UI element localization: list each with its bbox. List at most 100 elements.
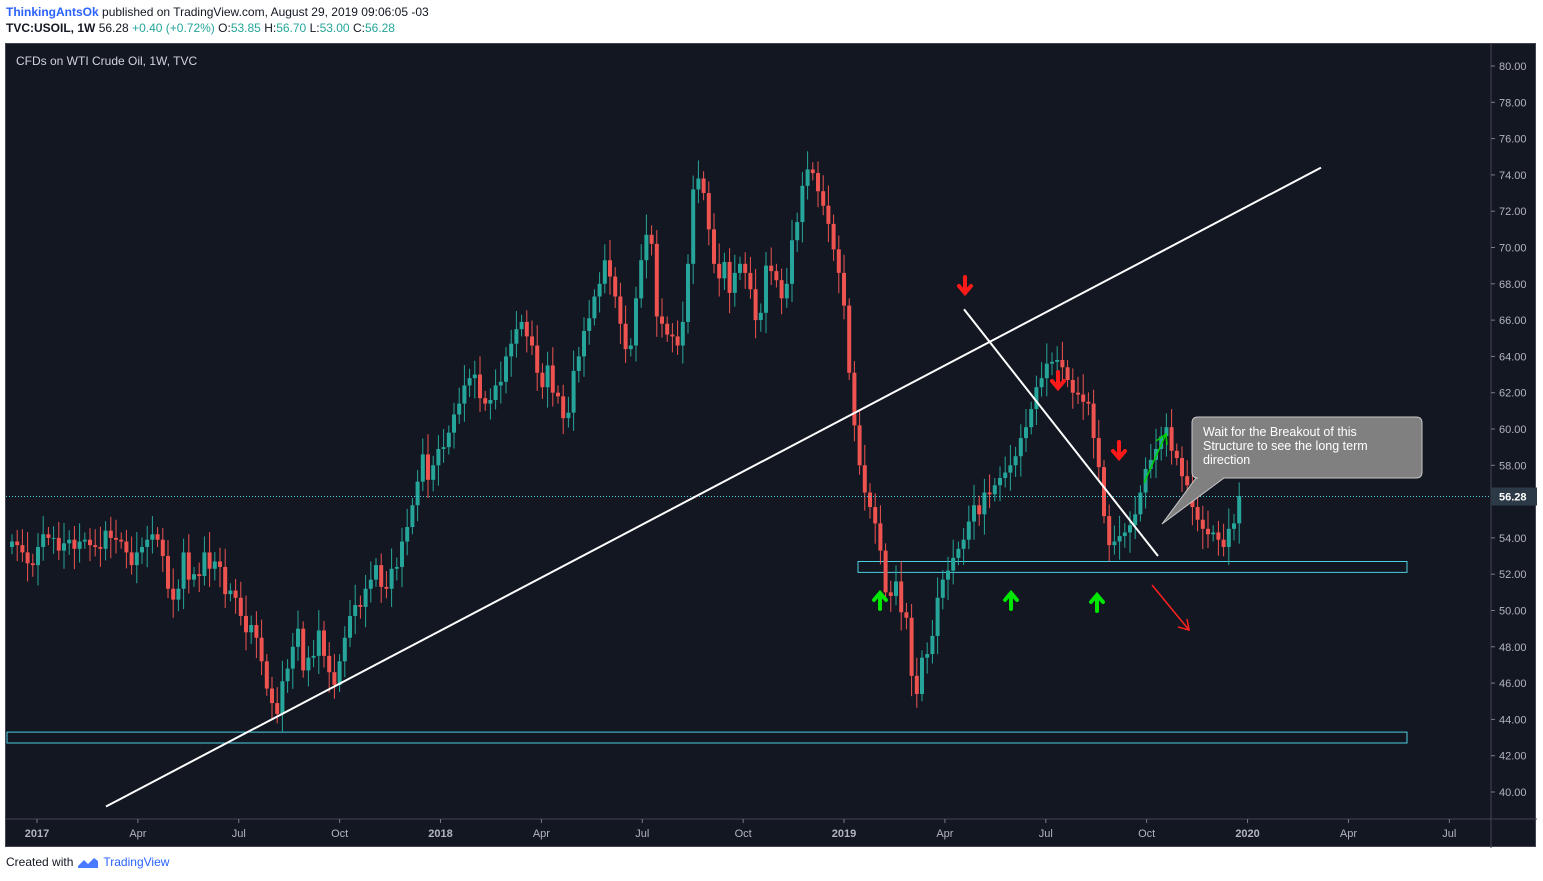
candle-body xyxy=(129,552,134,566)
candle-body xyxy=(784,283,789,299)
candle-body xyxy=(254,625,259,638)
candle-body xyxy=(103,530,108,549)
candle-body xyxy=(88,539,92,546)
tradingview-brand[interactable]: TradingView xyxy=(103,855,170,869)
candle-body xyxy=(311,655,316,658)
candle-body xyxy=(322,630,326,656)
candle-body xyxy=(966,521,971,540)
candle-body xyxy=(1159,436,1164,449)
candle-body xyxy=(504,356,508,382)
candle-body xyxy=(56,537,61,551)
close-value: 56.28 xyxy=(364,21,395,35)
candle-body xyxy=(1039,378,1044,388)
candle-body xyxy=(868,492,872,508)
candle-body xyxy=(379,565,384,587)
candle-body xyxy=(431,465,436,480)
candle-body xyxy=(192,574,196,580)
candle-body xyxy=(1221,539,1226,547)
candle-body xyxy=(1060,360,1065,368)
published-text: published on TradingView.com, August 29,… xyxy=(102,5,429,19)
candle-body xyxy=(82,539,87,542)
candle-body xyxy=(1206,528,1210,535)
x-tick-label: Apr xyxy=(533,828,550,840)
red-down-arrow-icon xyxy=(1111,440,1127,462)
candle-body xyxy=(826,205,831,224)
x-tick-label: Jul xyxy=(1039,828,1053,840)
candle-body xyxy=(535,345,540,373)
author-link[interactable]: ThinkingAntsOk xyxy=(6,5,99,19)
breakdown-down-arrow-icon xyxy=(1151,584,1190,632)
y-tick-label: 60.00 xyxy=(1499,424,1527,436)
candle-body xyxy=(987,492,992,495)
candle-body xyxy=(374,565,378,580)
candle-body xyxy=(446,432,451,448)
candle-body xyxy=(441,447,446,449)
y-tick-label: 74.00 xyxy=(1499,170,1527,182)
candle-body xyxy=(810,169,815,174)
y-tick-label: 62.00 xyxy=(1499,388,1527,400)
candle-body xyxy=(951,557,956,571)
candle-body xyxy=(665,323,670,335)
candle-body xyxy=(842,272,846,306)
chart-panel[interactable]: CFDs on WTI Crude Oil, 1W, TVC 80.00 78.0… xyxy=(5,43,1537,848)
x-tick-label: Jul xyxy=(232,828,246,840)
candle-body xyxy=(264,661,269,689)
candle-body xyxy=(769,265,774,272)
candle-body xyxy=(410,505,415,528)
y-tick-label: 50.00 xyxy=(1499,606,1527,618)
candle-body xyxy=(888,592,893,596)
candle-body xyxy=(935,597,940,636)
candle-body xyxy=(602,260,607,284)
candle-body xyxy=(93,545,98,547)
candle-body xyxy=(384,586,389,589)
candle-body xyxy=(961,539,966,549)
candle-body xyxy=(275,703,280,714)
candle-body xyxy=(1128,525,1132,533)
change-text: +0.40 (+0.72%) xyxy=(132,21,215,35)
candle-body xyxy=(327,655,332,673)
y-tick-label: 66.00 xyxy=(1499,315,1527,327)
candle-body xyxy=(1117,536,1122,542)
candle-body xyxy=(301,628,306,671)
candle-body xyxy=(108,530,113,538)
candle-body xyxy=(722,262,727,279)
candle-body xyxy=(20,545,25,553)
price-chart[interactable]: CFDs on WTI Crude Oil, 1W, TVC 80.00 78.0… xyxy=(6,44,1537,848)
breakout-up-arrow-icon xyxy=(1143,432,1168,484)
candle-body xyxy=(353,605,358,616)
candle-body xyxy=(556,392,560,397)
candle-body xyxy=(186,552,191,580)
candle-body xyxy=(202,552,207,577)
symbol-label: TVC:USOIL, 1W xyxy=(6,21,96,35)
candle-body xyxy=(852,372,857,426)
candle-body xyxy=(358,605,363,607)
red-down-arrow-icon xyxy=(957,275,973,297)
candle-body xyxy=(150,534,155,540)
candle-body xyxy=(743,263,748,273)
candle-body xyxy=(1070,379,1075,393)
candle-body xyxy=(587,318,592,331)
candle-body xyxy=(134,552,139,566)
candle-body xyxy=(337,661,342,685)
candle-body xyxy=(540,372,545,388)
y-tick-label: 68.00 xyxy=(1499,279,1527,291)
candle-body xyxy=(228,590,233,595)
red-down-arrow-icon xyxy=(1050,370,1066,392)
candle-body xyxy=(800,185,805,223)
candle-body xyxy=(124,541,129,553)
candle-body xyxy=(280,681,285,714)
candle-body xyxy=(613,276,618,297)
candle-body xyxy=(1237,496,1242,524)
candle-body xyxy=(145,539,150,547)
x-tick-label: Apr xyxy=(1340,828,1357,840)
x-tick-label: 2018 xyxy=(428,828,452,840)
candle-body xyxy=(363,588,368,607)
candle-body xyxy=(140,546,144,553)
green-up-arrow-icon xyxy=(872,589,888,611)
candle-body xyxy=(1081,394,1086,402)
candle-body xyxy=(1211,532,1216,535)
candle-body xyxy=(1164,427,1169,437)
candle-body xyxy=(207,552,212,569)
candle-body xyxy=(25,552,30,564)
